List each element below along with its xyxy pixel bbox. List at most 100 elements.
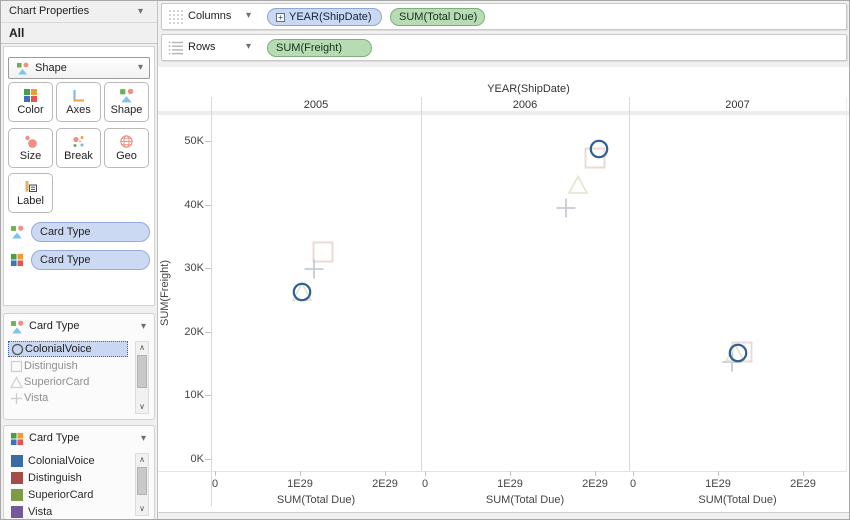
shape-well-pill[interactable]: Card Type [31,222,150,242]
mark-triangle-superiorcard-2006[interactable] [567,174,589,199]
y-tick-label: 40K [184,198,204,211]
panel-divider-1 [421,97,422,471]
geo-globe-icon [120,135,133,148]
rows-shelf[interactable]: Rows ▾ SUM(Freight) [161,34,847,61]
shape-button[interactable]: Shape [104,82,149,122]
legend-item-label: SuperiorCard [28,489,94,501]
mark-circle-colonialvoice-2005[interactable] [291,281,313,306]
y-tick-label: 20K [184,325,204,338]
columns-shelf-label: Columns [188,10,232,22]
size-button-label: Size [19,150,42,162]
pill-sum-total-due[interactable]: SUM(Total Due) [390,8,485,26]
mark-square-distinguish-2005[interactable] [312,241,334,266]
chart-properties-title: Chart Properties [9,5,90,17]
pill-label: YEAR(ShipDate) [289,11,372,23]
break-button[interactable]: Break [56,128,101,168]
color-swatch [11,472,23,484]
color-well-pill[interactable]: Card Type [31,250,150,270]
color-item-vista[interactable]: Vista [8,504,128,519]
chevron-down-icon[interactable]: ▾ [140,321,146,332]
color-button-label: Color [17,104,44,116]
label-icon [25,181,37,192]
y-axis-line [211,97,212,506]
all-label: All [9,26,25,40]
x-tick-label: 1E29 [705,478,731,490]
label-button-label: Label [17,195,44,207]
mark-type-select[interactable]: Shape ▾ [8,57,150,79]
color-button[interactable]: Color [8,82,53,122]
x-tick-mark [300,471,301,476]
x-tick-mark [215,471,216,476]
chevron-down-icon: ▾ [137,62,143,73]
pill-sum-freight[interactable]: SUM(Freight) [267,39,372,57]
scroll-up-icon[interactable]: ∧ [139,343,145,352]
x-tick-mark [510,471,511,476]
chart-properties-header[interactable]: Chart Properties ▾ [1,1,157,23]
legend-item-label: Vista [24,392,49,404]
mark-circle-colonialvoice-2006[interactable] [588,138,610,163]
color-item-colonialvoice[interactable]: ColonialVoice [8,453,128,469]
geo-button-label: Geo [116,150,137,162]
pill-year-shipdate[interactable]: + YEAR(ShipDate) [267,8,382,26]
size-button[interactable]: Size [8,128,53,168]
axes-icon [73,90,84,102]
chevron-down-icon[interactable]: ▾ [246,41,252,52]
color-item-distinguish[interactable]: Distinguish [8,470,128,486]
x-tick-label: 1E29 [497,478,523,490]
color-legend-scrollbar[interactable]: ∧ ∨ [135,453,149,516]
x-tick-label: 1E29 [287,478,313,490]
expand-plus-icon[interactable]: + [276,12,285,22]
geo-button[interactable]: Geo [104,128,149,168]
color-legend-icon [10,432,24,446]
label-button[interactable]: Label [8,173,53,213]
chevron-down-icon[interactable]: ▾ [140,433,146,444]
x-axis-title: SUM(Total Due) [276,494,356,506]
shape-legend-icon [11,320,24,334]
legend-item-label: Vista [28,506,53,518]
color-item-superiorcard[interactable]: SuperiorCard [8,487,128,503]
scroll-thumb[interactable] [137,355,147,388]
axes-button[interactable]: Axes [56,82,101,122]
x-tick-label: 2E29 [582,478,608,490]
chevron-down-icon[interactable]: ▾ [137,6,143,17]
plot-right-edge [846,97,847,471]
x-tick-mark [718,471,719,476]
y-tick-label: 10K [184,389,204,402]
mark-circle-colonialvoice-2007[interactable] [727,342,749,367]
color-swatch [11,455,23,467]
y-tick-mark [205,331,211,333]
legend-item-distinguish[interactable]: Distinguish [8,358,128,374]
shape-mark-icon [17,62,29,75]
color-well-field: Card Type [40,254,91,266]
scroll-thumb[interactable] [137,467,147,495]
legend-item-label: SuperiorCard [24,376,90,388]
legend-item-label: ColonialVoice [28,455,95,467]
y-tick-mark [205,395,211,397]
legend-item-vista[interactable]: Vista [8,390,128,406]
legend-item-superiorcard[interactable]: SuperiorCard [8,374,128,390]
color-well-icon [10,253,24,267]
scroll-down-icon[interactable]: ∨ [139,402,145,411]
shape-button-label: Shape [110,104,143,116]
scroll-down-icon[interactable]: ∨ [139,504,145,513]
x-tick-mark [425,471,426,476]
columns-grip-icon [169,10,183,24]
mark-plus-vista-2005[interactable] [303,258,325,283]
year-header-2006: 2006 [512,99,538,111]
scroll-up-icon[interactable]: ∧ [139,455,145,464]
chevron-down-icon[interactable]: ▾ [246,10,252,21]
x-tick-label: 0 [211,478,219,490]
legend-item-colonialvoice[interactable]: ColonialVoice [8,341,128,357]
mark-plus-vista-2006[interactable] [555,197,577,222]
mark-square-distinguish-2006[interactable] [584,147,606,172]
axes-button-label: Axes [66,104,91,116]
year-header-2005: 2005 [303,99,329,111]
panel-divider-2 [629,97,630,471]
rows-grip-icon [168,41,183,55]
color-swatch [11,489,23,501]
all-section-header[interactable]: All [1,23,157,44]
columns-shelf[interactable]: Columns ▾ + YEAR(ShipDate) SUM(Total Due… [161,3,847,30]
x-tick-mark [595,471,596,476]
year-header-2007: 2007 [725,99,750,111]
shape-legend-scrollbar[interactable]: ∧ ∨ [135,341,149,414]
